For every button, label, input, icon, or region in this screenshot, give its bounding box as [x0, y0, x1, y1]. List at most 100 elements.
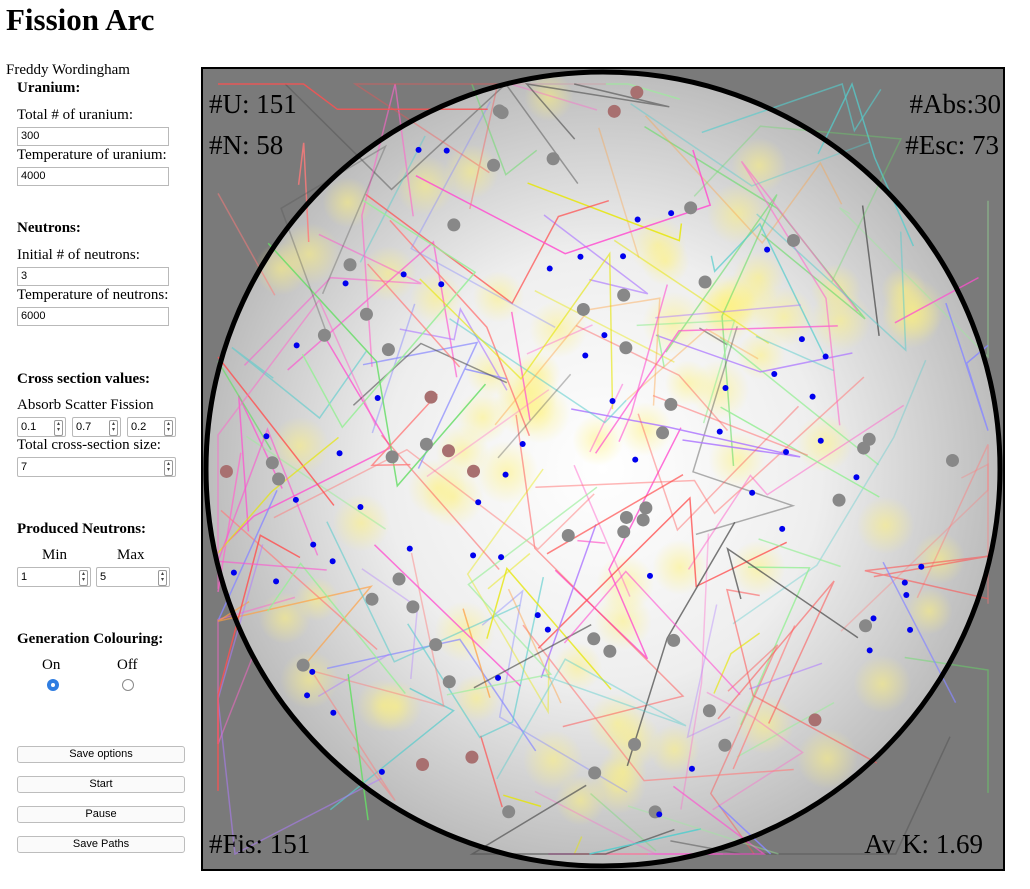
- neutron-path: [511, 83, 680, 100]
- neutron-path: [370, 393, 438, 467]
- neutron-path: [217, 360, 272, 451]
- cross-section-size-stepper[interactable]: 7 ▴ ▾: [17, 457, 176, 477]
- fissioned-nucleus: [465, 750, 479, 764]
- neutron-path: [644, 115, 843, 245]
- neutron-path: [217, 356, 335, 506]
- colouring-on-radio[interactable]: [47, 679, 59, 691]
- fission-halo: [905, 587, 953, 635]
- neutron: [470, 552, 477, 559]
- uranium-nucleus: [429, 638, 443, 652]
- spinner-arrows-icon[interactable]: ▴ ▾: [79, 570, 88, 586]
- neutron-path: [665, 194, 778, 466]
- uranium-nucleus: [442, 675, 456, 689]
- scatter-stepper[interactable]: 0.7 ▴ ▾: [72, 417, 121, 437]
- neutron-paths: [216, 81, 989, 856]
- uranium-nucleus: [272, 472, 286, 486]
- uranium-nucleus: [365, 592, 379, 606]
- fission-halo: [270, 416, 330, 476]
- neutron-path: [680, 533, 710, 810]
- uranium-nucleus: [265, 456, 279, 470]
- spinner-arrows-icon[interactable]: ▴ ▾: [54, 420, 63, 436]
- neutron-path: [287, 240, 458, 378]
- cross-section-heading: Cross section values:: [17, 371, 151, 387]
- initial-neutrons-input[interactable]: 3: [17, 267, 169, 286]
- fission-halo: [796, 728, 858, 790]
- neutron-path: [524, 82, 670, 140]
- fission-halo: [913, 532, 966, 585]
- min-produced-stepper[interactable]: 1 ▴ ▾: [17, 567, 91, 587]
- spinner-arrows-icon[interactable]: ▴ ▾: [164, 460, 173, 476]
- neutron-path: [243, 233, 422, 366]
- uranium-temperature-input[interactable]: 4000: [17, 167, 169, 186]
- neutron-path: [725, 588, 878, 764]
- uranium-nucleus: [343, 258, 357, 272]
- neutron: [293, 342, 300, 349]
- neutron: [330, 709, 337, 716]
- produced-neutrons-heading: Produced Neutrons:: [17, 521, 147, 537]
- neutron: [273, 578, 280, 585]
- absorb-stepper[interactable]: 0.1 ▴ ▾: [17, 417, 66, 437]
- neutron-path: [534, 290, 675, 363]
- neutron-path: [486, 566, 612, 690]
- fission-halo: [443, 144, 499, 200]
- neutron-temperature-input[interactable]: 6000: [17, 307, 169, 326]
- spinner-arrows-icon[interactable]: ▴ ▾: [158, 570, 167, 586]
- pause-button[interactable]: Pause: [17, 806, 185, 823]
- neutron-path: [755, 335, 835, 372]
- neutron-path: [652, 394, 808, 456]
- fissioned-nucleus: [219, 464, 233, 478]
- uranium-nucleus: [718, 738, 732, 752]
- neutron-path: [471, 83, 538, 176]
- uranium-nucleus: [832, 493, 846, 507]
- neutron-path: [655, 334, 853, 373]
- uranium-nucleus: [619, 341, 633, 355]
- neutron-path: [449, 318, 627, 424]
- uranium-nucleus: [406, 600, 420, 614]
- neutron-path: [693, 125, 903, 283]
- simulation-canvas: #U: 151 #N: 58 #Abs:30 #Esc: 73 #Fis: 15…: [201, 67, 1005, 871]
- fission-halo: [407, 458, 467, 518]
- neutron: [764, 246, 771, 253]
- neutron-path: [352, 83, 499, 210]
- neutron-path: [479, 735, 503, 808]
- neutron-path: [709, 644, 779, 855]
- fission-halo: [360, 245, 417, 302]
- save-paths-button[interactable]: Save Paths: [17, 836, 185, 853]
- neutron-path: [864, 555, 989, 600]
- uranium-nucleus: [656, 426, 670, 440]
- neutron: [336, 450, 343, 457]
- max-produced-stepper[interactable]: 5 ▴ ▾: [96, 567, 170, 587]
- uranium-nucleus: [502, 805, 516, 819]
- neutron: [498, 554, 505, 561]
- colouring-off-radio[interactable]: [122, 679, 134, 691]
- start-button[interactable]: Start: [17, 776, 185, 793]
- spinner-arrows-icon[interactable]: ▴ ▾: [109, 420, 118, 436]
- neutron-path: [894, 276, 979, 324]
- spinner-arrows-icon[interactable]: ▴ ▾: [164, 420, 173, 436]
- fissioned-nucleus: [424, 390, 438, 404]
- total-uranium-input[interactable]: 300: [17, 127, 169, 146]
- neutron-path: [687, 404, 905, 570]
- neutron: [822, 353, 829, 360]
- neutron-path: [749, 662, 823, 690]
- initial-neutrons-label: Initial # of neutrons:: [17, 247, 140, 263]
- neutron: [722, 384, 729, 391]
- neutron-path: [626, 521, 736, 767]
- neutron-path: [861, 205, 880, 336]
- neutron-path: [297, 142, 310, 243]
- neutron-path: [389, 219, 531, 437]
- neutron-path: [838, 200, 989, 359]
- fission-stepper[interactable]: 0.2 ▴ ▾: [127, 417, 176, 437]
- cross-section-size-value: 7: [21, 461, 28, 473]
- neutron: [475, 499, 482, 506]
- neutron-path: [945, 302, 989, 431]
- fission-halo: [753, 286, 815, 348]
- neutron: [783, 449, 790, 456]
- uranium-nucleus: [561, 528, 575, 542]
- uranium-count: #U: 151: [209, 89, 297, 119]
- neutron: [903, 591, 910, 598]
- neutron-path: [756, 213, 907, 352]
- save-options-button[interactable]: Save options: [17, 746, 185, 763]
- uranium-heading: Uranium:: [17, 80, 81, 96]
- uranium-layer: [219, 85, 959, 819]
